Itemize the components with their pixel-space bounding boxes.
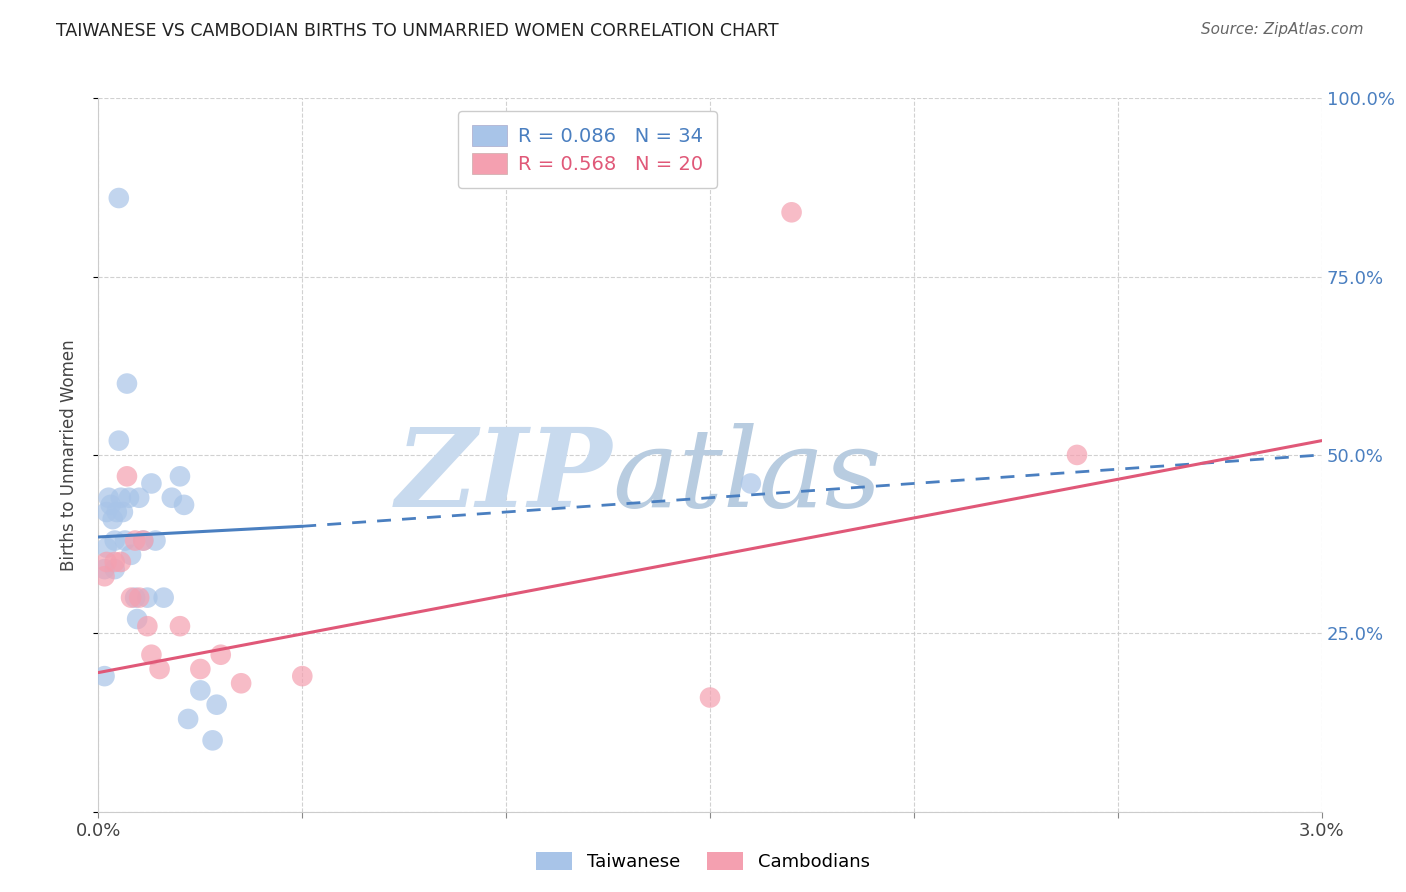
Point xyxy=(169,469,191,483)
Point xyxy=(127,612,149,626)
Point xyxy=(132,533,155,548)
Point xyxy=(291,669,314,683)
Point xyxy=(149,662,172,676)
Point xyxy=(136,619,159,633)
Point xyxy=(104,562,127,576)
Point xyxy=(110,555,132,569)
Point xyxy=(141,476,163,491)
Point xyxy=(115,376,138,391)
Point xyxy=(108,191,131,205)
Point xyxy=(120,591,142,605)
Point xyxy=(100,498,122,512)
Point xyxy=(110,491,132,505)
Point xyxy=(115,469,138,483)
Text: ZIP: ZIP xyxy=(395,423,612,530)
Point xyxy=(152,591,174,605)
Point xyxy=(96,541,118,555)
Point xyxy=(136,591,159,605)
Point xyxy=(740,476,762,491)
Point xyxy=(96,555,118,569)
Legend: R = 0.086   N = 34, R = 0.568   N = 20: R = 0.086 N = 34, R = 0.568 N = 20 xyxy=(458,112,717,188)
Point xyxy=(699,690,721,705)
Text: Source: ZipAtlas.com: Source: ZipAtlas.com xyxy=(1201,22,1364,37)
Point xyxy=(104,533,127,548)
Point xyxy=(173,498,195,512)
Point xyxy=(128,591,150,605)
Point xyxy=(205,698,228,712)
Point xyxy=(101,512,124,526)
Point xyxy=(188,683,212,698)
Point xyxy=(141,648,163,662)
Text: atlas: atlas xyxy=(612,423,882,530)
Point xyxy=(114,533,136,548)
Point xyxy=(93,669,115,683)
Point xyxy=(128,491,150,505)
Point xyxy=(93,569,115,583)
Point xyxy=(145,533,167,548)
Point xyxy=(108,434,131,448)
Point xyxy=(124,533,146,548)
Point xyxy=(1066,448,1088,462)
Point xyxy=(188,662,212,676)
Point xyxy=(201,733,224,747)
Point xyxy=(124,591,146,605)
Point xyxy=(132,533,155,548)
Point xyxy=(177,712,200,726)
Point xyxy=(111,505,134,519)
Point xyxy=(169,619,191,633)
Point xyxy=(104,555,127,569)
Point xyxy=(160,491,183,505)
Point xyxy=(97,491,120,505)
Point xyxy=(96,505,118,519)
Point xyxy=(105,505,128,519)
Point xyxy=(231,676,253,690)
Y-axis label: Births to Unmarried Women: Births to Unmarried Women xyxy=(59,339,77,571)
Text: TAIWANESE VS CAMBODIAN BIRTHS TO UNMARRIED WOMEN CORRELATION CHART: TAIWANESE VS CAMBODIAN BIRTHS TO UNMARRI… xyxy=(56,22,779,40)
Point xyxy=(93,562,115,576)
Point xyxy=(120,548,142,562)
Legend: Taiwanese, Cambodians: Taiwanese, Cambodians xyxy=(529,845,877,879)
Point xyxy=(780,205,803,219)
Point xyxy=(209,648,232,662)
Point xyxy=(118,491,141,505)
